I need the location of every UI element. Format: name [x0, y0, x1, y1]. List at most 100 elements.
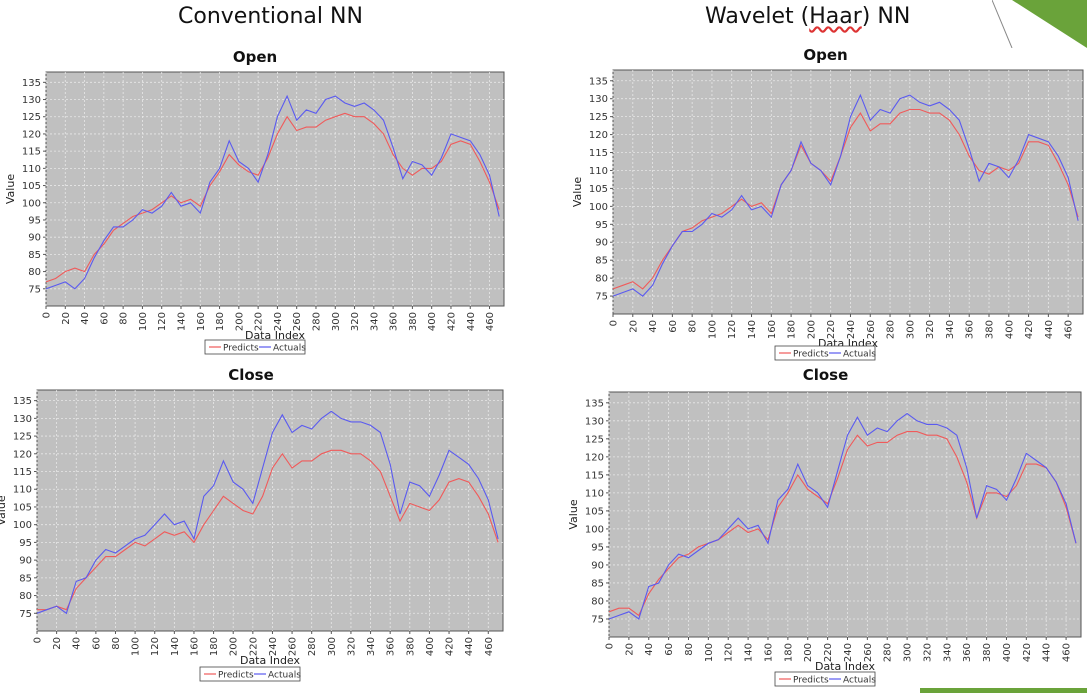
x-tick-label: 140 — [744, 643, 755, 662]
x-tick-label: 460 — [484, 637, 495, 656]
x-tick-label: 360 — [962, 643, 973, 662]
y-tick-label: 80 — [595, 274, 608, 285]
y-tick-label: 120 — [22, 129, 41, 140]
y-tick-label: 80 — [19, 591, 32, 602]
x-tick-label: 140 — [170, 637, 181, 656]
y-tick-label: 125 — [589, 112, 608, 123]
y-tick-label: 110 — [13, 485, 32, 496]
x-tick-label: 220 — [254, 312, 265, 331]
x-tick-label: 100 — [704, 643, 715, 662]
y-tick-label: 130 — [13, 414, 32, 425]
y-tick-label: 85 — [28, 250, 41, 261]
y-tick-label: 125 — [585, 434, 604, 445]
y-tick-label: 75 — [19, 609, 32, 620]
x-tick-label: 320 — [925, 320, 936, 339]
y-tick-label: 135 — [585, 398, 604, 409]
x-tick-label: 440 — [1044, 320, 1055, 339]
y-tick-label: 120 — [585, 452, 604, 463]
y-tick-label: 135 — [589, 76, 608, 87]
series-line-actuals — [612, 93, 1079, 297]
heading-wavelet-prefix: Wavelet ( — [705, 4, 810, 29]
x-tick-label: 280 — [883, 643, 894, 662]
x-tick-label: 160 — [196, 312, 207, 331]
y-tick-label: 110 — [589, 166, 608, 177]
y-tick-label: 85 — [595, 256, 608, 267]
x-tick-label: 400 — [427, 312, 438, 331]
y-tick-label: 115 — [589, 148, 608, 159]
legend-label-actuals: Actuals — [843, 350, 876, 360]
x-tick-label: 400 — [1002, 643, 1013, 662]
x-tick-label: 120 — [724, 643, 735, 662]
y-tick-label: 95 — [19, 538, 32, 549]
y-tick-label: 75 — [591, 614, 604, 625]
series-line-actuals — [36, 410, 499, 615]
x-tick-label: 40 — [648, 320, 659, 333]
x-tick-label: 80 — [111, 637, 122, 650]
x-tick-label: 100 — [138, 312, 149, 331]
legend-label-actuals: Actuals — [843, 676, 876, 686]
y-tick-label: 95 — [595, 220, 608, 231]
x-tick-label: 320 — [346, 637, 357, 656]
y-tick-label: 75 — [28, 284, 41, 295]
legend-label-actuals: Actuals — [268, 671, 301, 681]
x-tick-label: 360 — [965, 320, 976, 339]
x-tick-label: 40 — [644, 643, 655, 656]
heading-conventional-nn: Conventional NN — [178, 4, 363, 29]
x-tick-label: 80 — [688, 320, 699, 333]
x-tick-label: 240 — [846, 320, 857, 339]
y-tick-label: 110 — [585, 488, 604, 499]
y-tick-label: 120 — [589, 130, 608, 141]
x-tick-label: 400 — [1004, 320, 1015, 339]
x-tick-label: 20 — [628, 320, 639, 333]
series-line-actuals — [45, 94, 500, 290]
y-tick-label: 130 — [22, 95, 41, 106]
y-tick-label: 110 — [22, 164, 41, 175]
y-tick-label: 75 — [595, 292, 608, 303]
y-tick-label: 130 — [589, 94, 608, 105]
y-tick-label: 90 — [595, 238, 608, 249]
chart-title-open-conventional: Open — [232, 48, 278, 66]
x-tick-label: 60 — [91, 637, 102, 650]
x-tick-label: 20 — [624, 643, 635, 656]
x-tick-label: 300 — [905, 320, 916, 339]
y-tick-label: 135 — [22, 78, 41, 89]
x-tick-label: 60 — [99, 312, 110, 325]
slide-accent-shape — [992, 0, 1087, 48]
x-tick-label: 320 — [922, 643, 933, 662]
plot-area — [36, 389, 504, 632]
x-tick-label: 300 — [331, 312, 342, 331]
x-axis-label: Data Index — [815, 660, 876, 673]
legend-label-predicts: Predicts — [223, 344, 259, 354]
x-tick-label: 200 — [234, 312, 245, 331]
y-tick-label: 80 — [591, 596, 604, 607]
x-tick-label: 200 — [229, 637, 240, 656]
x-tick-label: 160 — [189, 637, 200, 656]
x-tick-label: 280 — [311, 312, 322, 331]
chart-open-wavelet: 75 80 85 90 95 100 105 110 115 120 125 130 135 0 20 40 6… — [571, 69, 1084, 361]
x-tick-label: 0 — [605, 643, 616, 649]
x-tick-label: 260 — [288, 637, 299, 656]
y-tick-label: 100 — [589, 202, 608, 213]
x-tick-label: 340 — [369, 312, 380, 331]
x-tick-label: 180 — [783, 643, 794, 662]
x-tick-label: 220 — [826, 320, 837, 339]
y-axis-label: Value — [571, 177, 584, 207]
x-tick-label: 0 — [609, 320, 620, 326]
heading-wavelet-suffix: ) NN — [861, 4, 911, 29]
x-tick-label: 440 — [466, 312, 477, 331]
x-tick-label: 200 — [803, 643, 814, 662]
x-tick-label: 380 — [982, 643, 993, 662]
x-tick-label: 40 — [72, 637, 83, 650]
series-line-predicts — [37, 449, 499, 611]
x-tick-label: 280 — [886, 320, 897, 339]
plot-area — [608, 391, 1082, 638]
y-tick-label: 135 — [13, 396, 32, 407]
x-tick-label: 60 — [668, 320, 679, 333]
x-tick-label: 300 — [903, 643, 914, 662]
legend-label-predicts: Predicts — [218, 671, 254, 681]
x-tick-label: 360 — [389, 312, 400, 331]
x-tick-label: 400 — [425, 637, 436, 656]
x-tick-label: 260 — [866, 320, 877, 339]
legend-label-predicts: Predicts — [793, 676, 829, 686]
x-tick-label: 80 — [119, 312, 130, 325]
